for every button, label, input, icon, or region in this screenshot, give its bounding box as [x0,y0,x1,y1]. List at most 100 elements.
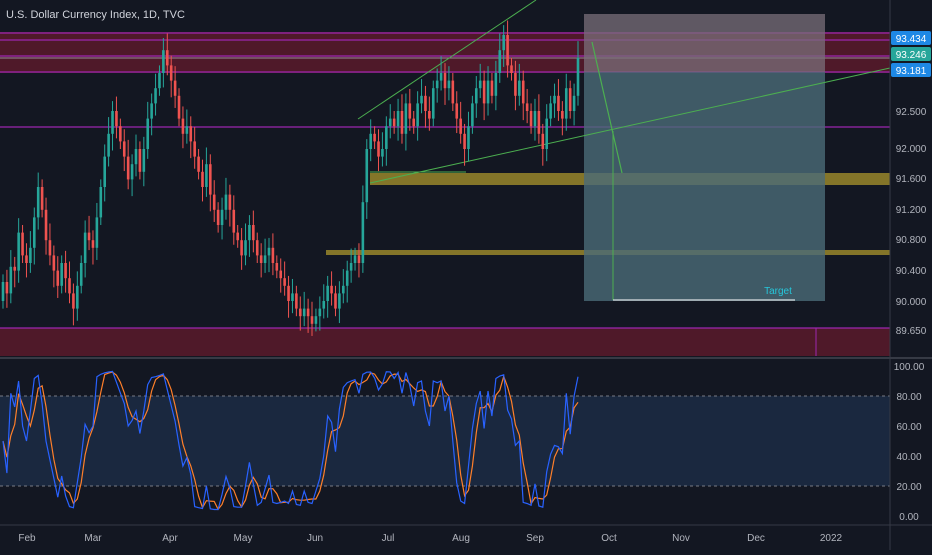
candle-body [471,103,474,127]
candle-body [306,308,310,317]
candle-body [533,111,537,127]
candle-body [224,194,228,210]
candle-body [68,278,71,294]
candle-body [248,225,251,241]
candle-body [165,50,169,66]
candle-body [502,35,505,51]
candle-body [48,240,52,256]
candle-body [275,263,279,271]
candle-body [521,80,525,104]
candle-body [467,126,470,149]
candle-body [287,285,290,301]
candle-body [537,111,541,134]
candle-body [545,118,549,149]
candle-body [232,209,236,233]
time-tick-label: Dec [747,533,765,544]
candle-body [228,194,232,210]
candle-body [154,88,157,104]
candle-body [568,88,572,111]
candle-body [416,103,419,127]
candle-body [21,232,24,256]
candle-body [295,293,298,309]
candle-body [447,80,451,89]
drawings-layer: Target [357,0,891,301]
candle-body [439,73,443,81]
candle-body [5,282,9,294]
chart-title: U.S. Dollar Currency Index, 1D, TVC [6,9,185,21]
candle-body [185,126,189,134]
candle-body [525,103,529,111]
candle-body [392,118,396,127]
candle-body [322,301,326,309]
candle-body [310,316,314,324]
time-tick-label: Sep [526,533,544,544]
candle-body [408,103,412,119]
candle-body [396,111,400,127]
candle-body [498,50,502,73]
candle-body [365,149,369,203]
candle-body [87,232,91,241]
candle-body [29,247,32,263]
candle-body [259,255,263,263]
candle-body [291,293,294,301]
oscillator-tick-label: 60.00 [896,422,921,433]
candle-body [400,111,404,134]
candle-body [181,118,185,134]
candle-body [514,73,517,96]
candle-body [478,80,482,89]
candle-body [431,88,435,119]
candle-body [177,95,181,119]
candle-body [564,88,568,119]
candle-body [553,95,556,104]
candle-body [518,80,521,96]
candle-body [240,240,243,256]
candle-body [549,103,552,119]
candle-body [56,270,60,286]
oscillator-tick-label: 0.00 [899,512,919,523]
candle-body [212,194,216,210]
candle-body [17,232,20,271]
time-tick-label: 2022 [820,533,843,544]
candle-body [40,187,44,210]
candle-body [244,240,247,256]
candle-body [205,164,208,187]
price-badge-label: 93.246 [896,50,927,61]
candle-body [119,126,122,142]
time-tick-label: Apr [162,533,178,544]
candle-body [318,308,322,317]
candle-body [412,118,416,127]
candle-body [122,141,126,157]
candle-body [342,285,345,294]
candle-body [349,263,353,271]
candle-body [424,95,427,111]
candle-body [158,73,161,89]
candle-body [385,126,388,149]
candle-body [263,255,267,263]
candle-body [103,156,107,187]
candle-body [72,293,75,309]
candle-body [443,73,447,89]
time-tick-label: Jun [307,533,323,544]
candle-body [95,217,99,248]
candle-body [474,88,478,104]
candle-body [506,35,509,66]
oscillator-layer [0,370,890,511]
candle-body [490,80,494,96]
candle-body [44,209,48,241]
candle-body [146,118,150,149]
time-tick-label: Mar [84,533,102,544]
oscillator-tick-label: 40.00 [896,452,921,463]
time-tick-label: Jul [382,533,395,544]
candle-body [326,285,329,301]
candle-body [314,316,318,324]
candle-body [197,156,200,172]
candle-body [357,255,361,263]
time-tick-label: Feb [18,533,36,544]
candle-body [220,209,224,225]
candle-body [134,149,138,165]
candle-body [420,95,423,104]
price-badge-label: 93.181 [896,66,927,77]
candle-body [482,80,486,104]
price-tick-label: 90.400 [896,266,927,277]
candle-body [486,80,490,104]
